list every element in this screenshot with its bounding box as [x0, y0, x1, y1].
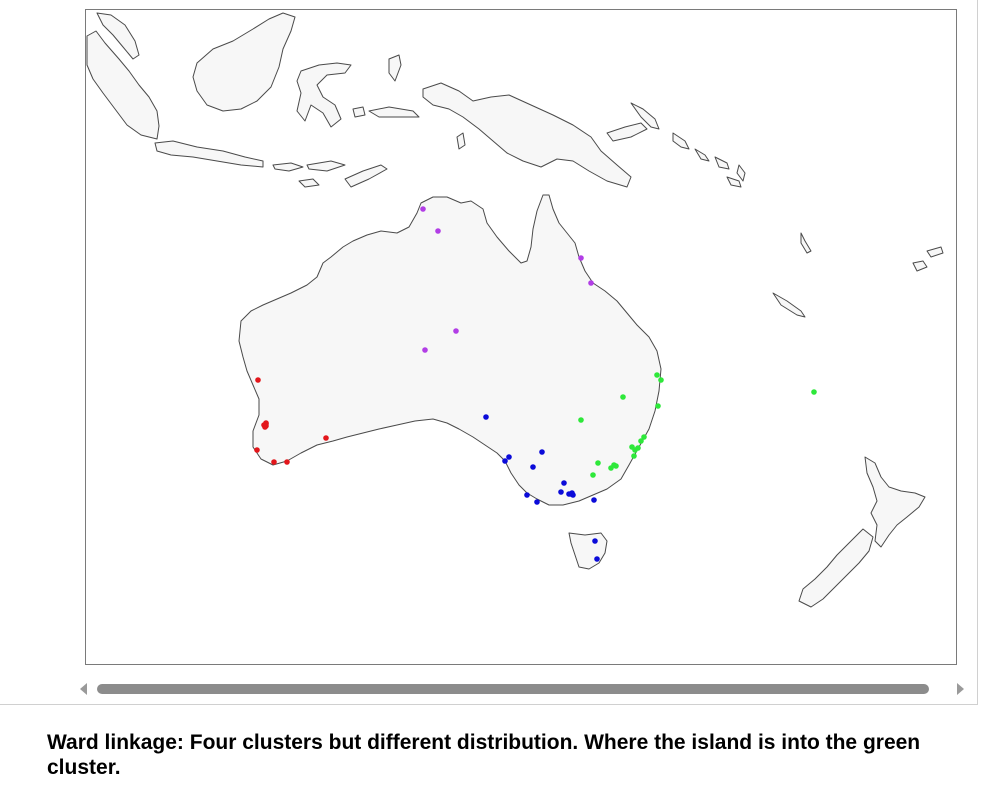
- land-solomon-5: [726, 176, 742, 188]
- land-aru: [456, 132, 466, 150]
- land-malaya: [96, 12, 140, 60]
- land-java: [154, 140, 264, 168]
- land-nz-south: [798, 528, 874, 608]
- green-cluster-point: [638, 438, 644, 444]
- green-cluster-point: [608, 465, 614, 471]
- blue-cluster-point: [539, 449, 545, 455]
- land-solomon-4: [736, 164, 746, 182]
- land-timor: [344, 164, 388, 188]
- green-cluster-point: [631, 453, 637, 459]
- red-cluster-point: [284, 459, 290, 465]
- blue-cluster-point: [483, 414, 489, 420]
- green-cluster-point: [595, 460, 601, 466]
- green-cluster-point: [613, 463, 619, 469]
- green-cluster-point: [620, 394, 626, 400]
- blue-cluster-point: [558, 489, 564, 495]
- green-cluster-point: [811, 389, 817, 395]
- land-nz-north: [864, 456, 926, 548]
- land-solomon-1: [672, 132, 690, 150]
- green-cluster-point: [590, 472, 596, 478]
- blue-cluster-point: [530, 464, 536, 470]
- land-solomon-3: [714, 156, 730, 170]
- landmasses: [86, 12, 944, 608]
- purple-cluster-point: [435, 228, 441, 234]
- land-australia: [238, 194, 662, 506]
- green-cluster-point: [578, 417, 584, 423]
- land-new-guinea: [422, 82, 632, 188]
- blue-cluster-point: [592, 538, 598, 544]
- red-cluster-point: [254, 447, 260, 453]
- land-vanuatu: [800, 232, 812, 254]
- blue-cluster-point: [502, 458, 508, 464]
- blue-cluster-point: [594, 556, 600, 562]
- land-fiji-1: [912, 260, 928, 272]
- land-buru: [352, 106, 366, 118]
- blue-cluster-point: [561, 480, 567, 486]
- green-cluster-point: [654, 372, 660, 378]
- land-new-ireland: [630, 102, 660, 130]
- map-svg: [86, 12, 944, 608]
- red-cluster-point: [323, 435, 329, 441]
- blue-cluster-point: [534, 499, 540, 505]
- horizontal-scrollbar[interactable]: [74, 680, 968, 698]
- land-sumatra: [86, 30, 160, 140]
- blue-cluster-point: [591, 497, 597, 503]
- cluster-points: [254, 206, 817, 562]
- land-solomon-2: [694, 148, 710, 162]
- red-cluster-point: [263, 421, 269, 427]
- land-lesser-sunda-1: [272, 162, 304, 172]
- purple-cluster-point: [453, 328, 459, 334]
- red-cluster-point: [255, 377, 261, 383]
- purple-cluster-point: [578, 255, 584, 261]
- land-halmahera: [388, 54, 402, 82]
- land-seram: [368, 106, 420, 118]
- purple-cluster-point: [420, 206, 426, 212]
- land-fiji-2: [926, 246, 944, 258]
- blue-cluster-point: [506, 454, 512, 460]
- land-new-caledonia: [772, 292, 806, 318]
- land-lesser-sunda-2: [306, 160, 346, 172]
- red-cluster-point: [271, 459, 277, 465]
- blue-cluster-point: [569, 490, 575, 496]
- land-borneo: [192, 12, 296, 112]
- land-new-britain: [606, 122, 648, 142]
- figure-caption: Ward linkage: Four clusters but differen…: [47, 731, 921, 779]
- scrollbar-thumb[interactable]: [97, 684, 929, 694]
- land-sulawesi: [296, 62, 352, 128]
- triangle-right-icon[interactable]: [957, 683, 964, 695]
- purple-cluster-point: [422, 347, 428, 353]
- purple-cluster-point: [588, 280, 594, 286]
- green-cluster-point: [635, 445, 641, 451]
- green-cluster-point: [641, 434, 647, 440]
- green-cluster-point: [658, 377, 664, 383]
- land-sumba: [298, 178, 320, 188]
- land-tasmania: [568, 532, 608, 570]
- map-panel: [0, 0, 978, 705]
- blue-cluster-point: [524, 492, 530, 498]
- map-frame: [85, 9, 957, 665]
- green-cluster-point: [655, 403, 661, 409]
- triangle-left-icon[interactable]: [80, 683, 87, 695]
